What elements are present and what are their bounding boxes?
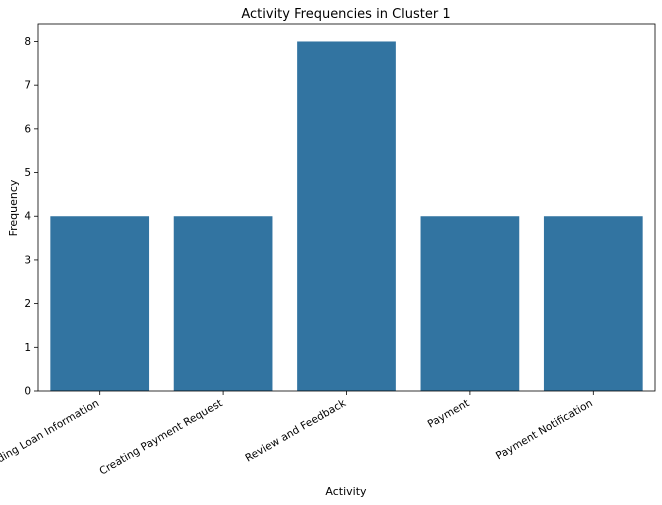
y-axis-label: Frequency: [7, 179, 20, 236]
y-tick-label: 3: [24, 254, 31, 266]
y-axis: 0 1 2 3 4 5 6 7 8: [24, 36, 38, 398]
x-tick-label: Payment: [426, 397, 472, 430]
x-tick-label: Review and Feedback: [243, 397, 348, 465]
bar-2: [173, 216, 273, 391]
bar-5: [543, 216, 643, 391]
bar-3: [297, 41, 396, 391]
y-tick-label: 6: [24, 123, 31, 135]
y-tick-label: 7: [24, 80, 31, 92]
bar-4: [420, 216, 520, 391]
y-tick-label: 8: [24, 36, 31, 48]
bars-group: [50, 41, 643, 391]
bar-1: [50, 216, 150, 391]
plot-frame: [37, 23, 656, 392]
y-tick-label: 0: [24, 386, 31, 398]
x-axis-label: Activity: [325, 485, 367, 498]
x-tick-label: Payment Notification: [494, 397, 595, 462]
y-tick-label: 5: [24, 167, 31, 179]
chart-title: Activity Frequencies in Cluster 1: [241, 7, 450, 22]
y-tick-label: 2: [24, 298, 31, 310]
y-tick-label: 1: [24, 342, 31, 354]
x-tick-label: Reading Loan Information: [0, 397, 101, 475]
y-tick-label: 4: [24, 211, 31, 223]
x-tick-label: Creating Payment Request: [97, 397, 224, 477]
